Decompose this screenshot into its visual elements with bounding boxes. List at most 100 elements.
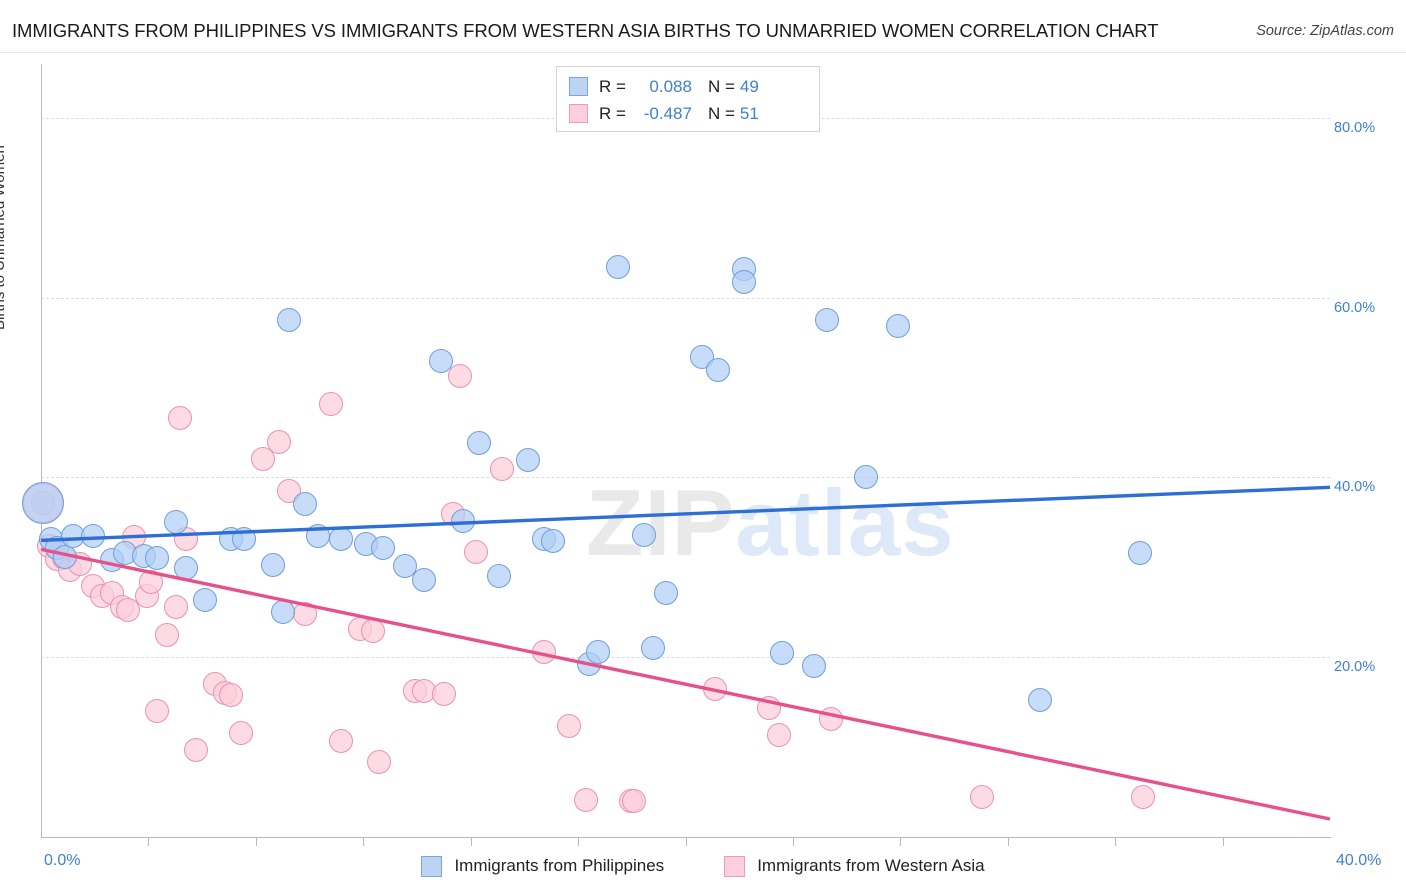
x-axis-tick xyxy=(1007,837,1009,846)
y-axis-title: Births to Unmarried Women xyxy=(0,145,8,330)
scatter-point[interactable] xyxy=(541,529,566,554)
scatter-point[interactable] xyxy=(219,682,244,707)
scatter-point[interactable] xyxy=(412,567,437,592)
scatter-point[interactable] xyxy=(164,510,189,535)
scatter-point[interactable] xyxy=(183,737,208,762)
scatter-point[interactable] xyxy=(261,552,286,577)
scatter-point[interactable] xyxy=(270,600,295,625)
scatter-point[interactable] xyxy=(319,391,344,416)
scatter-point[interactable] xyxy=(367,750,392,775)
x-axis-tick xyxy=(792,837,794,846)
legend-pink-label: Immigrants from Western Asia xyxy=(757,856,985,875)
legend-blue-swatch-icon xyxy=(421,855,443,877)
x-axis-tick xyxy=(255,837,257,846)
legend-item-philippines[interactable]: Immigrants from Philippines xyxy=(421,855,665,877)
scatter-point[interactable] xyxy=(167,406,192,431)
page-title: IMMIGRANTS FROM PHILIPPINES VS IMMIGRANT… xyxy=(12,20,1159,41)
scatter-point[interactable] xyxy=(328,728,353,753)
scatter-point[interactable] xyxy=(1127,540,1152,565)
scatter-point[interactable] xyxy=(431,682,456,707)
scatter-point[interactable] xyxy=(815,308,840,333)
blue-r-label: R = xyxy=(599,76,626,96)
scatter-point[interactable] xyxy=(193,587,218,612)
gridline xyxy=(41,657,1330,659)
pink-n-label: N = xyxy=(707,103,735,123)
gridline xyxy=(41,297,1330,299)
blue-n-label: N = xyxy=(707,76,735,96)
scatter-point[interactable] xyxy=(451,508,476,533)
scatter-point-large[interactable] xyxy=(21,481,64,524)
blue-swatch-icon xyxy=(569,77,588,96)
stat-row-western-asia: R = -0.487 N = 51 xyxy=(569,100,809,127)
scatter-point[interactable] xyxy=(370,535,395,560)
scatter-point[interactable] xyxy=(853,465,878,490)
scatter-point[interactable] xyxy=(154,622,179,647)
blue-trendline xyxy=(40,485,1331,543)
pink-swatch-icon xyxy=(569,104,588,123)
x-axis-tick xyxy=(148,837,150,846)
scatter-point[interactable] xyxy=(641,636,666,661)
scatter-point[interactable] xyxy=(766,723,791,748)
scatter-point[interactable] xyxy=(654,580,679,605)
scatter-point[interactable] xyxy=(969,785,994,810)
x-axis-tick xyxy=(1222,837,1224,846)
scatter-point[interactable] xyxy=(1027,688,1052,713)
pink-n-value: 51 xyxy=(739,103,759,123)
legend-blue-label: Immigrants from Philippines xyxy=(454,856,665,875)
scatter-point[interactable] xyxy=(447,363,472,388)
x-axis-tick xyxy=(1115,837,1117,846)
scatter-point[interactable] xyxy=(605,255,630,280)
correlation-stats-box: R = 0.088 N = 49 R = -0.487 N = 51 xyxy=(556,66,820,132)
scatter-point[interactable] xyxy=(586,639,611,664)
scatter-point[interactable] xyxy=(145,546,169,571)
gridline xyxy=(41,477,1330,479)
blue-n-value: 49 xyxy=(739,76,759,96)
scatter-point[interactable] xyxy=(80,523,105,548)
scatter-point[interactable] xyxy=(515,448,540,473)
scatter-point[interactable] xyxy=(1131,784,1156,809)
x-axis-min-label: 0.0% xyxy=(44,852,81,869)
scatter-point[interactable] xyxy=(464,540,489,565)
x-axis-tick xyxy=(363,837,365,846)
y-axis-tick-label: 60.0% xyxy=(1334,299,1376,316)
x-axis-max-label: 40.0% xyxy=(1336,852,1382,869)
y-axis-tick-label: 40.0% xyxy=(1334,479,1376,496)
trendlines-layer xyxy=(40,485,1331,821)
scatter-point[interactable] xyxy=(770,640,795,665)
header-divider xyxy=(0,52,1406,53)
x-axis-tick xyxy=(685,837,687,846)
pink-trendline xyxy=(40,547,1331,821)
scatter-point[interactable] xyxy=(228,720,253,745)
plot-area: ZIPatlas xyxy=(21,64,1331,846)
scatter-point[interactable] xyxy=(489,457,514,482)
pink-r-label: R = xyxy=(599,103,626,123)
x-axis-tick xyxy=(470,837,472,846)
scatter-point[interactable] xyxy=(573,788,598,813)
scatter-point[interactable] xyxy=(621,789,646,814)
scatter-point[interactable] xyxy=(428,348,453,373)
source-attribution: Source: ZipAtlas.com xyxy=(1256,23,1394,39)
blue-r-value: 0.088 xyxy=(649,76,692,96)
scatter-point[interactable] xyxy=(705,357,730,382)
scatter-point[interactable] xyxy=(486,564,511,589)
scatter-point[interactable] xyxy=(467,431,492,456)
scatter-point[interactable] xyxy=(886,313,911,338)
y-axis-tick-label: 20.0% xyxy=(1334,659,1376,676)
stat-row-philippines: R = 0.088 N = 49 xyxy=(569,73,809,100)
legend-pink-swatch-icon xyxy=(724,855,746,877)
scatter-point[interactable] xyxy=(631,522,656,547)
series-legend: Immigrants from Philippines Immigrants f… xyxy=(0,848,1406,884)
legend-item-western-asia[interactable]: Immigrants from Western Asia xyxy=(724,855,985,877)
scatter-point[interactable] xyxy=(802,654,827,679)
x-axis-tick xyxy=(900,837,902,846)
scatter-point[interactable] xyxy=(267,429,292,454)
pink-r-value: -0.487 xyxy=(643,103,692,123)
scatter-point[interactable] xyxy=(293,491,318,516)
scatter-point[interactable] xyxy=(277,308,302,333)
x-axis-tick xyxy=(578,837,580,846)
scatter-point[interactable] xyxy=(145,699,169,724)
scatter-point[interactable] xyxy=(731,269,756,294)
scatter-point[interactable] xyxy=(557,714,582,739)
scatter-point[interactable] xyxy=(164,594,189,619)
